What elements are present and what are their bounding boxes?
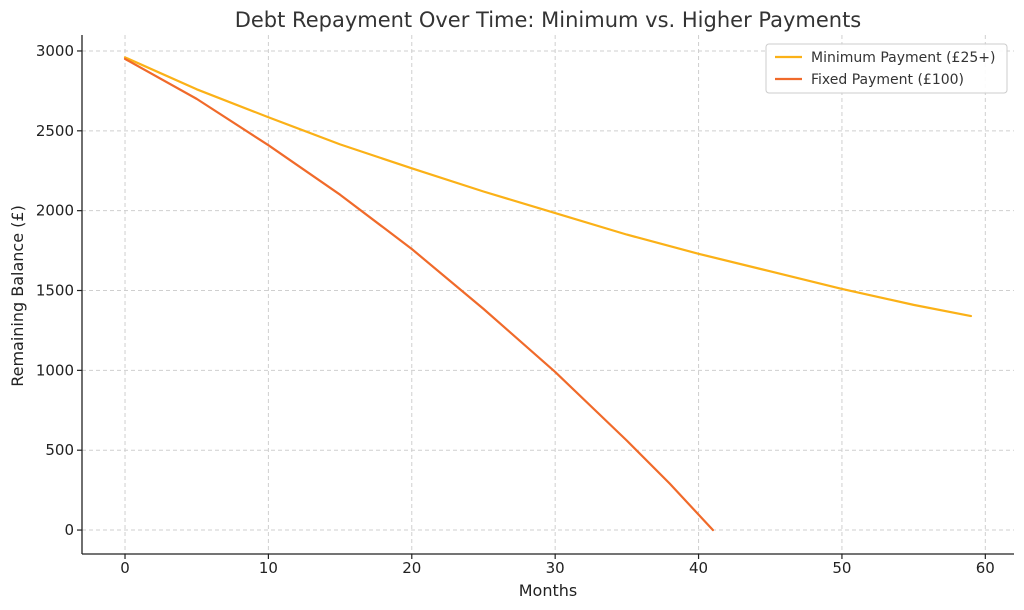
y-tick-label: 2000 xyxy=(36,202,74,220)
x-tick-label: 20 xyxy=(402,559,421,577)
x-tick-label: 50 xyxy=(832,559,851,577)
series-line-fixed-payment xyxy=(123,57,714,532)
grid-layer xyxy=(82,35,1014,554)
x-axis-label: Months xyxy=(519,581,577,600)
y-tick-label: 3000 xyxy=(36,42,74,60)
series-layer xyxy=(123,56,973,532)
x-tick-label: 10 xyxy=(259,559,278,577)
chart-title: Debt Repayment Over Time: Minimum vs. Hi… xyxy=(235,8,862,32)
legend-label-fixed-payment: Fixed Payment (£100) xyxy=(811,72,964,88)
x-tick-label: 40 xyxy=(689,559,708,577)
legend-label-minimum-payment: Minimum Payment (£25+) xyxy=(811,50,995,66)
y-axis-label: Remaining Balance (£) xyxy=(8,205,27,387)
y-tick-label: 500 xyxy=(45,441,74,459)
y-tick-label: 0 xyxy=(64,521,74,539)
x-tick-label: 60 xyxy=(976,559,995,577)
labels-layer: 0 10 20 30 40 50 60 0 500 1000 1500 2000 2500 3000 xyxy=(36,42,995,577)
legend-box xyxy=(765,43,1008,94)
y-tick-label: 1000 xyxy=(36,361,74,379)
x-tick-label: 0 xyxy=(120,559,130,577)
y-tick-label: 1500 xyxy=(36,282,74,300)
x-tick-label: 30 xyxy=(546,559,565,577)
series-line-minimum-payment xyxy=(123,56,973,318)
legend: Minimum Payment (£25+) Fixed Payment (£1… xyxy=(765,43,1008,94)
y-tick-label: 2500 xyxy=(36,122,74,140)
axes-layer xyxy=(77,35,1014,559)
